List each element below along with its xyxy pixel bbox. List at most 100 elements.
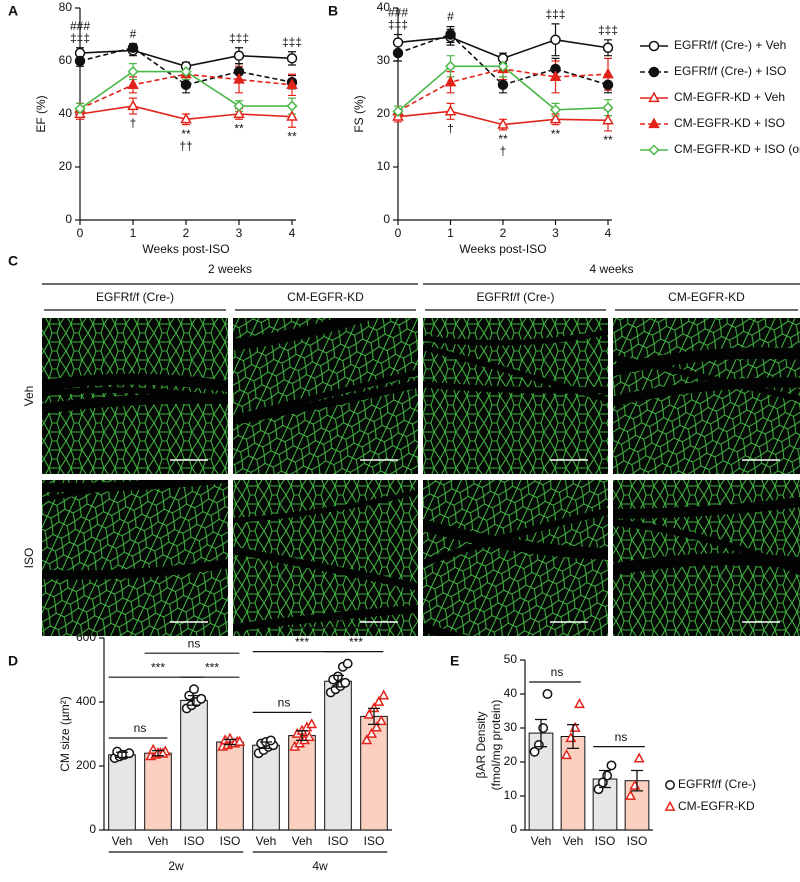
error-bar (260, 741, 272, 750)
comparison-label: *** (295, 635, 309, 649)
data-point (574, 698, 585, 709)
significance-mark: ### (388, 6, 408, 20)
vessel (233, 379, 418, 426)
data-point (366, 727, 378, 738)
y-tick-label: 0 (89, 822, 96, 836)
y-tick-label: 0 (65, 212, 72, 226)
data-point (370, 721, 382, 732)
legend-label: EGFRf/f (Cre-) (678, 777, 756, 791)
micrograph-features (42, 480, 228, 580)
y-tick-label: 30 (504, 720, 518, 734)
micrograph-features (42, 373, 228, 414)
significance-mark: ** (603, 133, 613, 147)
y-tick-label: 80 (59, 0, 73, 14)
legend-marker (664, 800, 676, 811)
data-point (445, 29, 456, 40)
x-tick-label: 0 (77, 226, 84, 240)
data-point (538, 723, 549, 733)
y-tick-label: 30 (377, 53, 391, 67)
x-tick-label: Veh (292, 834, 313, 848)
error-bar (368, 707, 380, 726)
y-tick-label: 600 (76, 630, 96, 644)
legend-marker (665, 780, 675, 790)
vessel (233, 604, 418, 632)
group-header: 2 weeks (208, 262, 252, 276)
x-tick-label: 4 (289, 226, 296, 240)
x-tick-label: Veh (256, 834, 277, 848)
vessel (42, 559, 228, 580)
x-tick-label: 0 (395, 226, 402, 240)
x-tick-label: 2 (500, 226, 507, 240)
comparison-label: ns (188, 636, 201, 650)
x-tick-label: ISO (627, 834, 648, 848)
micrograph-features (423, 508, 608, 636)
comparison-label: ns (615, 730, 628, 744)
data-point (602, 113, 614, 125)
x-tick-label: ISO (220, 834, 241, 848)
legend-label: EGFRf/f (Cre-) + ISO (674, 64, 786, 78)
vessel (613, 354, 800, 403)
data-point (286, 110, 298, 121)
legend-marker (648, 144, 660, 156)
data-point (286, 100, 298, 112)
y-tick-label: 0 (383, 212, 390, 226)
y-tick-label: 40 (59, 106, 73, 120)
micrograph (423, 480, 608, 636)
vessel (423, 329, 608, 346)
micrograph-features (423, 329, 608, 403)
panel-label: A (8, 3, 18, 19)
data-point (74, 103, 86, 115)
legend-label: CM-EGFR-KD + ISO (on/off) (674, 142, 800, 156)
data-point (180, 112, 192, 124)
x-tick-label: ISO (595, 834, 616, 848)
x-tick-label: 2 (183, 226, 190, 240)
panel-label: D (8, 653, 18, 669)
panel-label: E (450, 653, 459, 669)
data-point (180, 66, 192, 78)
y-tick-label: 40 (377, 0, 391, 14)
data-point (444, 104, 457, 116)
data-point (286, 78, 298, 89)
legend-marker (648, 117, 660, 129)
data-point (550, 34, 561, 46)
error-bar (599, 769, 611, 789)
legend-label: CM-EGFR-KD (678, 799, 755, 813)
legend-label: CM-EGFR-KD + Veh (674, 90, 785, 104)
x-axis-label: Weeks post-ISO (459, 242, 546, 256)
bar (216, 741, 244, 831)
y-axis-label: βAR Density (474, 712, 488, 779)
micrograph-features (613, 497, 800, 576)
data-point (602, 102, 614, 114)
data-point (533, 740, 544, 750)
data-point (561, 749, 572, 760)
data-point (306, 718, 318, 729)
micrograph-features (613, 347, 800, 407)
legend-label: EGFRf/f (Cre-) + Veh (674, 38, 786, 52)
y-tick-label: 60 (59, 53, 73, 67)
error-bar (332, 674, 344, 688)
data-point (373, 695, 385, 706)
bar (324, 680, 352, 831)
y-axis-label: EF (%) (34, 95, 48, 132)
x-tick-label: Veh (148, 834, 169, 848)
significance-mark: ** (181, 127, 191, 141)
data-point (127, 99, 139, 111)
data-point (392, 47, 404, 59)
group-header: 4 weeks (589, 262, 633, 276)
y-tick-label: 400 (76, 694, 96, 708)
data-point (602, 770, 613, 781)
significance-mark: ** (234, 121, 244, 135)
data-point (127, 66, 139, 78)
data-point (497, 60, 509, 72)
x-tick-label: 3 (236, 226, 243, 240)
significance-mark: ‡‡‡ (70, 31, 90, 45)
data-point (497, 79, 509, 91)
micrograph-tissue (42, 480, 228, 636)
data-point (74, 55, 86, 67)
vessel (42, 393, 228, 414)
comparison-label: ns (278, 696, 291, 710)
data-point (497, 118, 509, 129)
y-axis-label: FS (%) (352, 95, 366, 132)
row-label: Veh (22, 386, 36, 407)
row-label: ISO (22, 548, 36, 569)
